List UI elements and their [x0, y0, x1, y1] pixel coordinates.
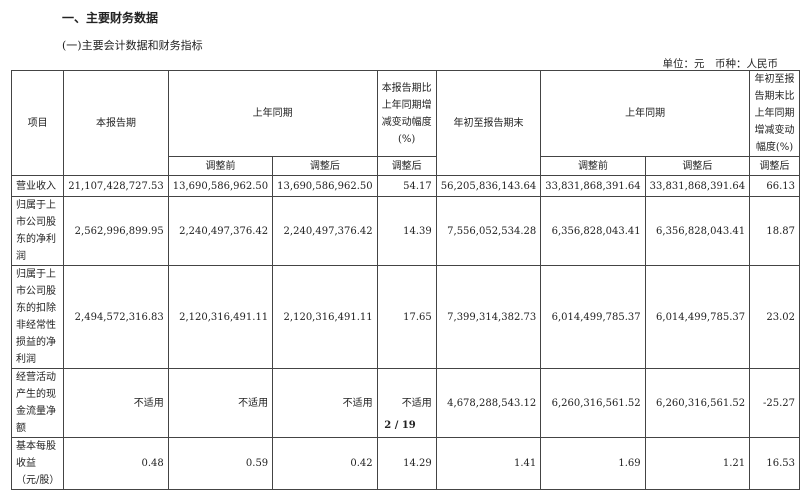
header-current: 本报告期 [63, 70, 169, 176]
table-cell: 6,356,828,043.41 [644, 196, 751, 266]
table-cell: 33,831,868,391.64 [540, 175, 646, 197]
row-label: 经营活动产生的现金流量净额 [10, 368, 65, 438]
table-cell: 7,556,052,534.28 [435, 196, 542, 266]
unit-line: 单位：元 币种：人民币 [662, 58, 779, 70]
table-cell: 1.21 [644, 437, 751, 490]
page-number: 2 / 19 [384, 420, 416, 431]
table-cell: 17.65 [376, 265, 437, 369]
table-cell: 0.59 [167, 437, 274, 490]
table-row: 经营活动产生的现金流量净额 不适用 不适用 不适用 不适用 4,678,288,543.1… [10, 368, 800, 438]
table-cell: 66.13 [749, 175, 800, 197]
header-ytd: 年初至报告期末 [435, 70, 542, 176]
table-row: 归属于上市公司股东的扣除非经常性损益的净利润 2,494,572,316.83 2,… [10, 265, 800, 369]
table-cell: 14.29 [376, 437, 437, 490]
table-cell: 6,356,828,043.41 [540, 196, 646, 266]
header-prior-same: 上年同期 [167, 70, 378, 157]
table-cell: 18.87 [749, 196, 800, 266]
header-prior-ytd: 上年同期 [540, 70, 751, 157]
table-cell: 2,120,316,491.11 [272, 265, 378, 369]
header-before-ytd: 调整前 [540, 156, 646, 176]
table-cell: 2,494,572,316.83 [63, 265, 169, 369]
table-cell: 14.39 [376, 196, 437, 266]
table-cell: 23.02 [749, 265, 800, 369]
header-before: 调整前 [167, 156, 274, 176]
header-change: 本报告期比上年同期增减变动幅度(%) [376, 70, 437, 157]
table-cell: 不适用 [167, 368, 274, 438]
section-title: 一、主要财务数据 [62, 11, 159, 25]
header-item: 项目 [10, 70, 65, 176]
header-after: 调整后 [272, 156, 378, 176]
table-cell: 0.42 [272, 437, 378, 490]
header-ytd-change: 年初至报告期末比上年同期增减变动幅度(%) [749, 70, 800, 157]
table-cell: 56,205,836,143.64 [435, 175, 542, 197]
table-cell: 33,831,868,391.64 [644, 175, 751, 197]
table-cell: -25.27 [749, 368, 800, 438]
table-cell: 1.41 [435, 437, 542, 490]
table-row: 归属于上市公司股东的净利润 2,562,996,899.95 2,240,497,3… [10, 196, 800, 266]
header-after-ytd: 调整后 [644, 156, 751, 176]
table-cell: 6,014,499,785.37 [540, 265, 646, 369]
table-cell: 2,240,497,376.42 [272, 196, 378, 266]
table-cell: 2,240,497,376.42 [167, 196, 274, 266]
subsection-title: (一)主要会计数据和财务指标 [62, 39, 203, 52]
table-row: 基本每股收益（元/股） 0.48 0.59 0.42 14.29 1.41 1.69 1.21… [10, 437, 800, 490]
table-cell: 21,107,428,727.53 [63, 175, 169, 197]
table-cell: 1.69 [540, 437, 646, 490]
table-cell: 54.17 [376, 175, 437, 197]
header-after-ytd-change: 调整后 [749, 156, 800, 176]
header-after-change: 调整后 [376, 156, 437, 176]
row-label: 营业收入 [10, 175, 65, 197]
row-label: 归属于上市公司股东的扣除非经常性损益的净利润 [10, 265, 65, 369]
table-row: 营业收入 21,107,428,727.53 13,690,586,962.50 13… [10, 175, 800, 197]
financial-table: 项目 本报告期 上年同期 本报告期比上年同期增减变动幅度(%) 年初至报告期末 … [10, 70, 800, 490]
table-cell: 6,260,316,561.52 [644, 368, 751, 438]
row-label: 基本每股收益（元/股） [10, 437, 65, 490]
table-cell: 16.53 [749, 437, 800, 490]
table-cell: 6,014,499,785.37 [644, 265, 751, 369]
table-cell: 2,562,996,899.95 [63, 196, 169, 266]
table-cell: 0.48 [63, 437, 169, 490]
table-cell: 13,690,586,962.50 [272, 175, 378, 197]
row-label: 归属于上市公司股东的净利润 [10, 196, 65, 266]
table-cell: 6,260,316,561.52 [540, 368, 646, 438]
table-cell: 2,120,316,491.11 [167, 265, 274, 369]
table-cell: 7,399,314,382.73 [435, 265, 542, 369]
table-cell: 13,690,586,962.50 [167, 175, 274, 197]
